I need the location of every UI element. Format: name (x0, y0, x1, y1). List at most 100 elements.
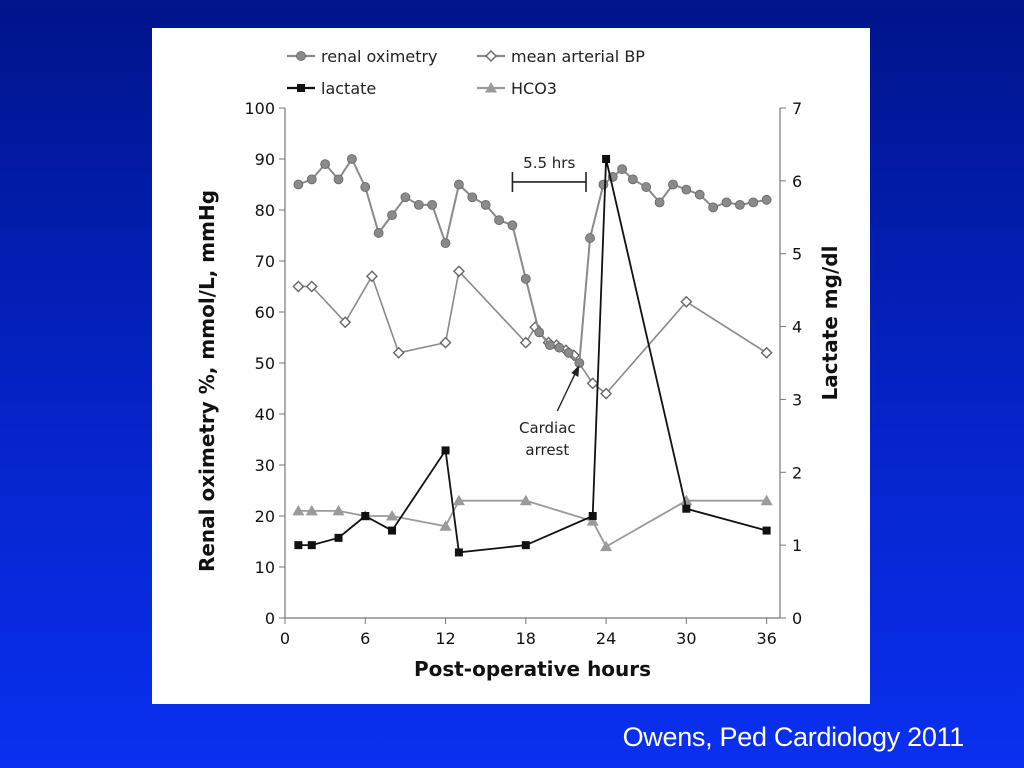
legend-marker-hco3 (485, 82, 497, 93)
data-point-lactate (334, 533, 343, 542)
data-point-renal-oximetry (694, 189, 705, 200)
x-tick-label: 36 (756, 629, 776, 648)
data-point-renal-oximetry (293, 179, 304, 190)
data-point-mean-arterial-bp (680, 295, 693, 308)
data-point-hco3 (586, 515, 599, 526)
data-point-renal-oximetry (333, 174, 344, 185)
annotation-arrow: Cardiac arrest (519, 365, 580, 459)
annotation-line-2: arrest (525, 441, 569, 459)
y-left-tick-label: 50 (255, 354, 275, 373)
data-point-hco3 (680, 494, 693, 506)
data-point-renal-oximetry (627, 174, 638, 185)
y-right-tick-label: 6 (792, 172, 802, 191)
data-point-renal-oximetry (427, 199, 438, 210)
data-point-renal-oximetry (554, 342, 565, 353)
y-axis-left-title: Renal oximetry %, mmol/L, mmHg (195, 190, 219, 572)
data-point-renal-oximetry (681, 184, 692, 195)
data-point-renal-oximetry (346, 154, 357, 164)
data-point-renal-oximetry (617, 164, 628, 175)
y-right-tick-label: 1 (792, 536, 802, 555)
legend-label-mean-arterial-bp: mean arterial BP (511, 47, 645, 66)
y-left-tick-label: 30 (255, 456, 275, 475)
data-point-renal-oximetry (373, 228, 384, 238)
data-point-lactate (602, 155, 611, 163)
data-point-mean-arterial-bp (452, 265, 465, 278)
data-point-mean-arterial-bp (305, 280, 318, 293)
data-point-renal-oximetry (544, 340, 555, 351)
data-point-hco3 (332, 504, 345, 516)
data-point-lactate (762, 526, 771, 535)
y-axis-right-title: Lactate mg/dl (818, 246, 842, 401)
data-point-mean-arterial-bp (392, 346, 405, 359)
x-tick-label: 24 (596, 629, 616, 648)
legend-label-hco3: HCO3 (511, 79, 557, 98)
y-left-tick-label: 100 (244, 99, 275, 118)
x-tick-label: 12 (435, 629, 455, 648)
x-tick-label: 18 (516, 629, 536, 648)
x-axis-title: Post-operative hours (414, 657, 651, 681)
series-lactate (294, 155, 771, 557)
data-point-lactate (441, 446, 450, 455)
data-point-lactate (361, 512, 370, 520)
y-left-tick-label: 10 (255, 558, 275, 577)
data-point-renal-oximetry (654, 197, 665, 208)
series-mean-arterial-bp (292, 265, 773, 400)
data-point-hco3 (305, 504, 318, 516)
data-point-lactate (454, 548, 463, 557)
arrow-head (571, 365, 580, 377)
data-point-renal-oximetry (454, 179, 464, 190)
series-line-lactate (298, 158, 767, 554)
data-point-renal-oximetry (761, 194, 772, 205)
data-point-renal-oximetry (585, 233, 595, 243)
data-point-renal-oximetry (494, 215, 504, 226)
data-point-mean-arterial-bp (600, 387, 613, 400)
bracket-label: 5.5 hrs (523, 154, 575, 172)
data-point-renal-oximetry (467, 192, 478, 203)
y-left-tick-label: 60 (255, 303, 275, 322)
data-point-renal-oximetry (534, 327, 545, 338)
data-point-renal-oximetry (306, 174, 317, 185)
legend-marker-renal-oximetry (296, 51, 306, 61)
data-point-renal-oximetry (563, 347, 574, 358)
legend-label-lactate: lactate (321, 79, 376, 98)
data-point-renal-oximetry (668, 179, 678, 190)
y-right-tick-label: 5 (792, 245, 802, 264)
x-tick-label: 30 (676, 629, 696, 648)
data-point-mean-arterial-bp (339, 316, 352, 329)
annotation-line-1: Cardiac (519, 419, 576, 437)
y-left-tick-label: 0 (265, 609, 275, 628)
data-point-renal-oximetry (320, 159, 331, 170)
data-point-renal-oximetry (574, 358, 585, 368)
series-renal-oximetry (293, 154, 772, 368)
legend-label-renal-oximetry: renal oximetry (321, 47, 438, 66)
data-point-mean-arterial-bp (365, 270, 378, 283)
legend: renal oximetry mean arterial BP lactate HCO… (287, 47, 645, 98)
data-point-hco3 (760, 494, 773, 506)
legend-marker-lactate (297, 84, 305, 92)
data-point-renal-oximetry (641, 182, 652, 192)
legend-marker-mean-arterial-bp (485, 50, 497, 62)
data-point-lactate (682, 504, 691, 513)
data-point-mean-arterial-bp (760, 346, 773, 359)
data-point-renal-oximetry (400, 192, 411, 203)
y-left-tick-label: 40 (255, 405, 275, 424)
annotation-bracket: 5.5 hrs (511, 154, 587, 192)
data-point-lactate (307, 541, 316, 550)
y-left-tick-label: 90 (255, 150, 275, 169)
data-point-renal-oximetry (598, 179, 609, 190)
y-right-tick-label: 2 (792, 463, 802, 482)
y-right-tick-label: 3 (792, 390, 802, 409)
data-point-lactate (588, 512, 597, 520)
data-point-renal-oximetry (734, 199, 745, 210)
data-point-renal-oximetry (360, 182, 371, 192)
data-point-mean-arterial-bp (519, 336, 532, 349)
data-point-renal-oximetry (708, 202, 719, 213)
series-line-hco3 (298, 499, 767, 548)
y-right-tick-label: 4 (792, 318, 802, 337)
data-point-hco3 (600, 540, 613, 552)
chart-panel: 0 10 20 30 40 50 60 70 80 90 100 0 1 2 3 4 5 6 7 0 6 12 18 24 30… (152, 28, 870, 704)
data-point-mean-arterial-bp (292, 280, 305, 293)
series-line-mean-arterial-bp (298, 269, 768, 395)
arrow-line (556, 368, 578, 412)
data-point-hco3 (519, 494, 532, 506)
